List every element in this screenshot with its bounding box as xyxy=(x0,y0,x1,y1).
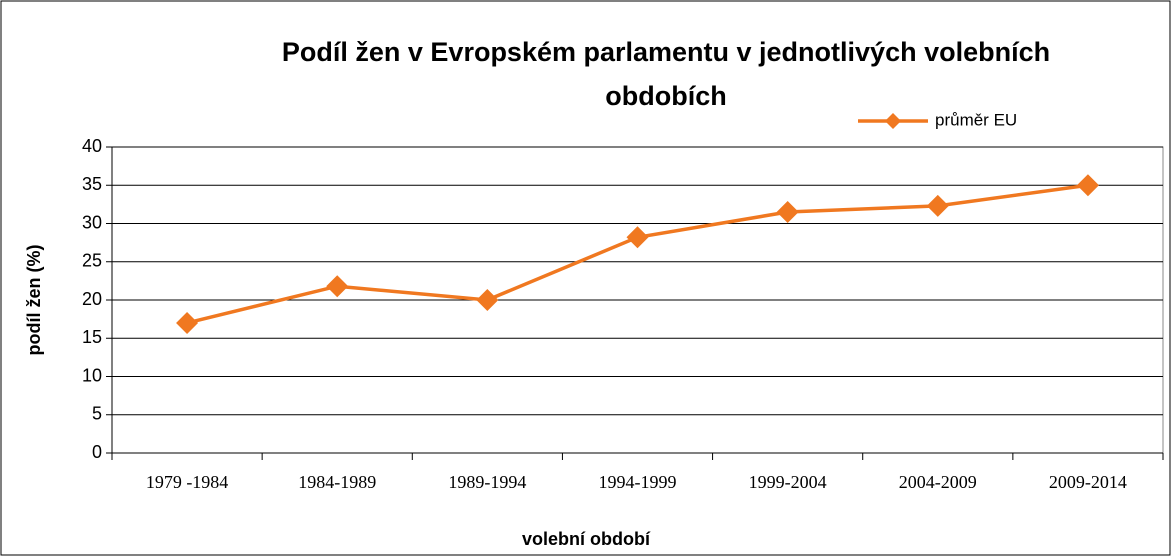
x-tick-label: 2009-2014 xyxy=(1049,472,1127,492)
y-tick-label: 15 xyxy=(82,327,102,347)
y-axis-label: podíl žen (%) xyxy=(24,245,44,356)
data-point xyxy=(776,201,799,224)
x-tick-label: 1994-1999 xyxy=(599,472,677,492)
data-point xyxy=(476,289,499,311)
data-point xyxy=(326,275,349,298)
y-tick-label: 10 xyxy=(82,365,102,385)
x-tick-label: 1989-1994 xyxy=(448,472,526,492)
y-tick-label: 35 xyxy=(82,174,102,194)
x-axis-label: volební období xyxy=(522,529,651,549)
y-tick-label: 25 xyxy=(82,251,102,271)
x-tick-label: 1999-2004 xyxy=(749,472,827,492)
x-tick-label: 2004-2009 xyxy=(899,472,977,492)
legend-label: průměr EU xyxy=(935,110,1017,129)
y-tick-label: 5 xyxy=(92,404,102,424)
y-tick-label: 20 xyxy=(82,289,102,309)
data-point xyxy=(626,226,649,249)
y-tick-label: 0 xyxy=(92,442,102,462)
data-point xyxy=(926,194,949,217)
data-point xyxy=(1076,174,1099,197)
data-point xyxy=(176,311,199,334)
chart-title: Podíl žen v Evropském parlamentu v jedno… xyxy=(281,37,1051,111)
x-tick-label: 1979 -1984 xyxy=(146,472,229,492)
y-tick-label: 30 xyxy=(82,212,102,232)
y-tick-label: 40 xyxy=(82,136,102,156)
legend-marker xyxy=(885,113,901,129)
x-tick-label: 1984-1989 xyxy=(298,472,376,492)
